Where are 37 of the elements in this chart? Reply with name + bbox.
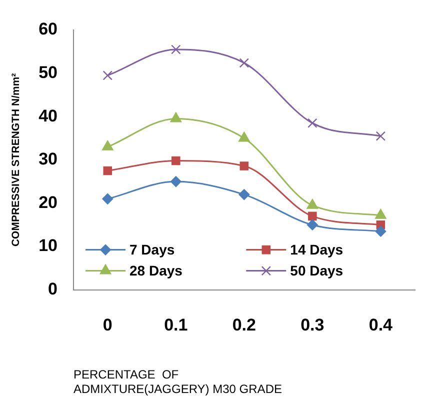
x-tick-label: 0.3 (300, 316, 324, 335)
point (238, 132, 250, 142)
point (102, 140, 114, 150)
y-tick-label: 50 (38, 62, 58, 82)
point (308, 212, 317, 221)
legend-label: 50 Days (290, 262, 344, 279)
point (172, 156, 180, 166)
point (376, 131, 386, 141)
point (240, 162, 249, 170)
y-tick-label: 30 (38, 150, 58, 169)
point (103, 166, 112, 176)
x-axis-title: PERCENTAGE OF ADMIXTURE(JAGGERY) M30 GRADE (74, 368, 282, 396)
x-tick-label: 0.1 (164, 316, 188, 335)
point (308, 118, 318, 128)
y-tick-label: 0 (48, 279, 58, 298)
point (375, 226, 386, 237)
y-tick-label: 60 (38, 20, 58, 39)
point (238, 189, 250, 200)
x-tick-label: 0.2 (232, 316, 256, 335)
y-tick-label: 10 (38, 236, 58, 256)
point (102, 70, 112, 80)
legend-label: 14 Days (290, 242, 344, 258)
point (170, 112, 182, 122)
point (306, 219, 318, 230)
legend-label: 7 Days (130, 242, 175, 258)
point (306, 198, 318, 209)
y-tick-label: 40 (38, 106, 58, 126)
point (171, 44, 181, 54)
point (102, 193, 114, 204)
legend-label: 28 Days (130, 262, 183, 279)
y-tick-label: 20 (38, 192, 58, 212)
point (239, 58, 249, 68)
point (374, 208, 386, 219)
x-tick-label: 0 (102, 316, 112, 335)
point (170, 176, 182, 188)
x-tick-label: 0.4 (368, 316, 394, 335)
y-axis-title: COMPRESSIVE STRENGTH N/mm² (10, 72, 22, 247)
